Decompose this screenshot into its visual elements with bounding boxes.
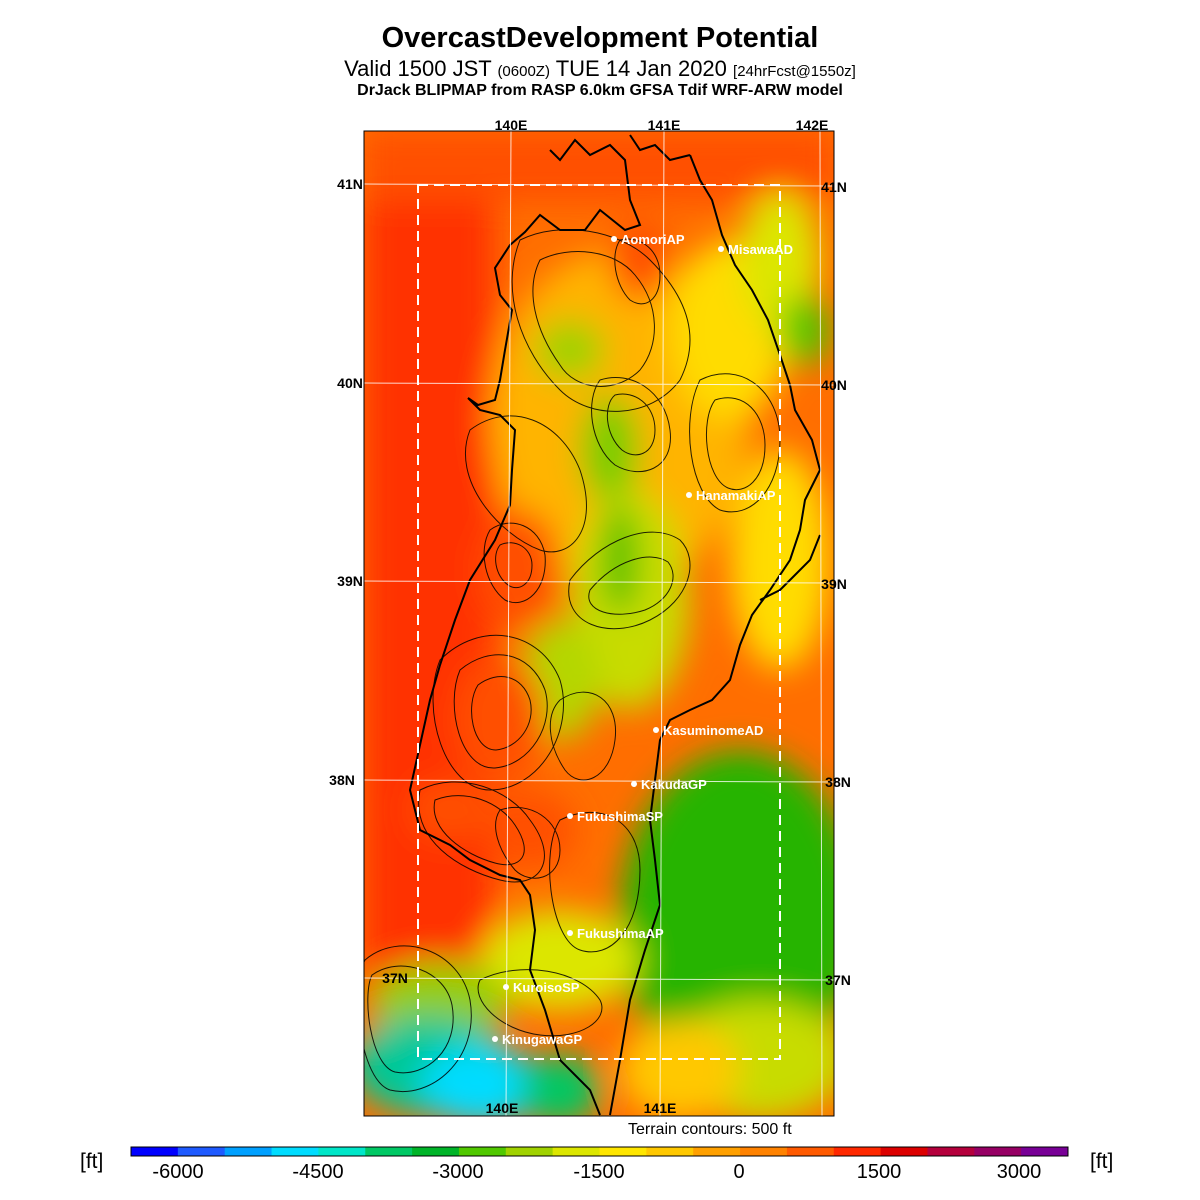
colorbar-swatch <box>365 1147 413 1156</box>
lat-label-left: 39N <box>337 573 363 589</box>
colorbar-swatch <box>224 1147 273 1156</box>
lat-label-left: 37N <box>382 970 408 986</box>
site-kasuminome[interactable]: KasuminomeAD <box>653 723 763 738</box>
colorbar-border <box>130 1146 1069 1157</box>
site-dot <box>718 246 724 252</box>
colorbar-swatch <box>740 1147 788 1156</box>
colorbar-swatch <box>177 1147 226 1156</box>
site-dot <box>653 727 659 733</box>
site-dot <box>503 984 509 990</box>
site-hanamaki[interactable]: HanamakiAP <box>686 488 776 503</box>
colorbar-swatch <box>131 1147 179 1156</box>
site-misawa[interactable]: MisawaAD <box>718 242 793 257</box>
lat-label-right: 38N <box>825 774 851 790</box>
site-dot <box>567 930 573 936</box>
site-label: KakudaGP <box>641 777 707 792</box>
site-label: FukushimaSP <box>577 809 663 824</box>
lat-label-left: 38N <box>329 772 355 788</box>
site-label: KinugawaGP <box>502 1032 583 1047</box>
coastline <box>408 134 822 1116</box>
colorbar-ticks: -6000 -4500 -3000 -1500 0 1500 3000 <box>152 1161 1041 1183</box>
colorbar-tick: -1500 <box>573 1161 624 1183</box>
valid-prefix: Valid 1500 JST <box>344 56 492 81</box>
lon-label-top: 140E <box>495 117 528 133</box>
colorbar-tick: 1500 <box>857 1161 902 1183</box>
site-label: MisawaAD <box>728 242 793 257</box>
lon-label-bottom: 141E <box>644 1100 677 1116</box>
site-dot <box>611 236 617 242</box>
colorbar-tick: -3000 <box>432 1161 483 1183</box>
lat-label-right: 41N <box>821 179 847 195</box>
valid-date: TUE 14 Jan 2020 <box>555 56 727 81</box>
colorbar-swatch <box>693 1147 741 1156</box>
inner-domain-box <box>417 184 781 1060</box>
lat-label-right: 40N <box>821 377 847 393</box>
model-subtitle: DrJack BLIPMAP from RASP 6.0km GFSA Tdif… <box>357 82 843 99</box>
forecast-map: 140E 141E 142E 140E 141E 41N 40N 39N 38N… <box>329 117 851 1117</box>
lon-label-bottom: 140E <box>486 1100 519 1116</box>
site-label: FukushimaAP <box>577 926 664 941</box>
site-markers: AomoriAP MisawaAD HanamakiAP KasuminomeA… <box>492 232 793 1047</box>
valid-time-line: Valid 1500 JST (0600Z) TUE 14 Jan 2020 [… <box>0 56 1200 82</box>
colorbar-swatch <box>599 1147 647 1156</box>
shaded-field <box>364 131 834 1116</box>
colorbar-tick: -4500 <box>292 1161 343 1183</box>
site-dot <box>686 492 692 498</box>
colorbar-swatch <box>646 1147 694 1156</box>
colorbar-swatch <box>1021 1147 1069 1156</box>
site-dot <box>492 1036 498 1042</box>
terrain-note: Terrain contours: 500 ft <box>628 1121 792 1138</box>
unit-left: [ft] <box>80 1150 104 1173</box>
site-dot <box>567 813 573 819</box>
colorbar: -6000 -4500 -3000 -1500 0 1500 3000 <box>130 1146 1069 1183</box>
site-fukushima-sp[interactable]: FukushimaSP <box>567 809 663 824</box>
site-label: AomoriAP <box>621 232 685 247</box>
site-aomori[interactable]: AomoriAP <box>611 232 685 247</box>
site-kinugawa[interactable]: KinugawaGP <box>492 1032 583 1047</box>
terrain-contours <box>364 229 781 1092</box>
colorbar-tick: 0 <box>733 1161 744 1183</box>
site-dot <box>631 781 637 787</box>
colorbar-swatch <box>318 1147 366 1156</box>
colorbar-tick: -6000 <box>152 1161 203 1183</box>
colorbar-swatch <box>412 1147 460 1156</box>
site-label: KasuminomeAD <box>663 723 763 738</box>
map-frame <box>363 130 835 1117</box>
lat-label-right: 39N <box>821 576 847 592</box>
lat-label-left: 41N <box>337 176 363 192</box>
site-kakuda[interactable]: KakudaGP <box>631 777 707 792</box>
colorbar-swatch <box>505 1147 554 1156</box>
colorbar-swatch <box>458 1147 507 1156</box>
colorbar-swatches <box>130 1146 1069 1157</box>
valid-utc: (0600Z) <box>497 63 550 80</box>
colorbar-swatch <box>880 1147 928 1156</box>
site-label: HanamakiAP <box>696 488 776 503</box>
colorbar-swatch <box>974 1147 1022 1156</box>
colorbar-tick: 3000 <box>997 1161 1042 1183</box>
colorbar-swatch <box>271 1147 319 1156</box>
colorbar-swatch <box>927 1147 975 1156</box>
colorbar-swatch <box>552 1147 600 1156</box>
forecast-info: [24hrFcst@1550z] <box>733 63 856 80</box>
lat-label-left: 40N <box>337 375 363 391</box>
lon-label-top: 142E <box>796 117 829 133</box>
colorbar-swatch <box>786 1147 835 1156</box>
lon-label-top: 141E <box>648 117 681 133</box>
site-kuroiso[interactable]: KuroisoSP <box>503 980 580 995</box>
site-label: KuroisoSP <box>513 980 580 995</box>
site-fukushima-ap[interactable]: FukushimaAP <box>567 926 664 941</box>
chart-title: OvercastDevelopment Potential <box>381 22 819 54</box>
colorbar-swatch <box>833 1147 882 1156</box>
lat-label-right: 37N <box>825 972 851 988</box>
unit-right: [ft] <box>1090 1150 1114 1173</box>
